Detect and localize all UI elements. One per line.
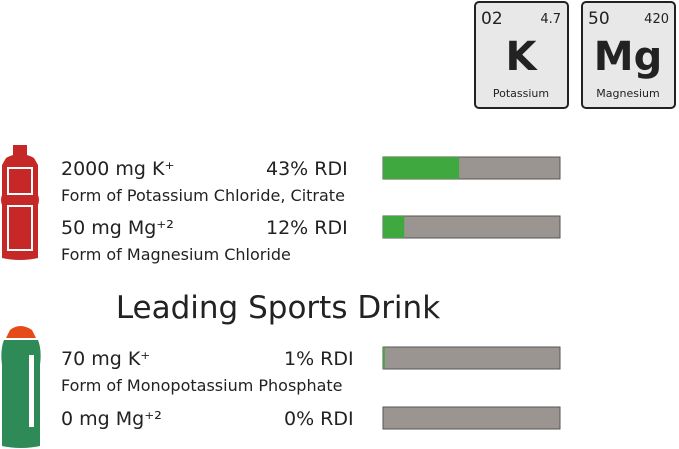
rdi-label: 12% RDI <box>266 217 348 239</box>
element-name: Potassium <box>493 87 549 100</box>
form-text: Form of Monopotassium Phosphate <box>61 376 343 395</box>
symbol: Mg <box>594 34 662 80</box>
element-name: Magnesium <box>596 87 659 100</box>
form-text: Form of Magnesium Chloride <box>61 245 291 264</box>
bar-track <box>382 215 561 239</box>
atomic-mass: 4.7 <box>540 12 561 27</box>
bar-fill <box>383 347 385 369</box>
atomic-number: 50 <box>588 9 610 29</box>
amount: 2000 mg K⁺ <box>61 158 175 180</box>
amount: 50 mg Mg⁺² <box>61 217 174 239</box>
atomic-number: 02 <box>481 9 503 29</box>
red-bottle-icon <box>1 145 39 260</box>
symbol: K <box>506 34 539 80</box>
rdi-label: 43% RDI <box>266 158 348 180</box>
bar-track <box>382 346 561 370</box>
rdi-label: 1% RDI <box>284 348 354 370</box>
form-text: Form of Potassium Chloride, Citrate <box>61 186 345 205</box>
amount: 0 mg Mg⁺² <box>61 408 162 430</box>
bar-fill <box>383 216 405 238</box>
tile-magnesium: 50 420 Mg Magnesium <box>581 1 676 109</box>
bar-track <box>382 406 561 430</box>
rdi-label: 0% RDI <box>284 408 354 430</box>
atomic-mass: 420 <box>644 12 669 27</box>
amount: 70 mg K⁺ <box>61 348 150 370</box>
green-bottle-icon <box>1 326 41 448</box>
tile-potassium: 02 4.7 K Potassium <box>474 1 569 109</box>
section-title: Leading Sports Drink <box>116 290 440 326</box>
bar-fill <box>383 157 460 179</box>
